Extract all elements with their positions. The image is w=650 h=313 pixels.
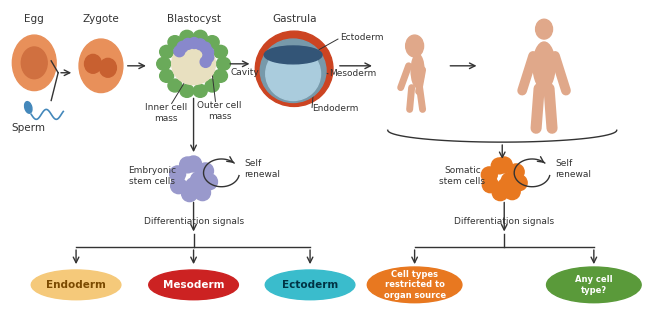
Ellipse shape bbox=[84, 54, 101, 73]
Ellipse shape bbox=[186, 156, 202, 172]
Ellipse shape bbox=[200, 42, 211, 53]
Ellipse shape bbox=[198, 163, 213, 179]
Text: Inner cell
mass: Inner cell mass bbox=[144, 104, 187, 123]
Ellipse shape bbox=[193, 85, 207, 97]
Text: Sperm: Sperm bbox=[11, 123, 46, 133]
Ellipse shape bbox=[547, 267, 641, 303]
Ellipse shape bbox=[255, 31, 333, 106]
Ellipse shape bbox=[501, 173, 517, 189]
Ellipse shape bbox=[367, 267, 462, 303]
Text: Self
renewal: Self renewal bbox=[244, 159, 280, 179]
Ellipse shape bbox=[186, 178, 202, 194]
Ellipse shape bbox=[168, 36, 182, 49]
Ellipse shape bbox=[492, 185, 508, 201]
Ellipse shape bbox=[194, 185, 211, 201]
Ellipse shape bbox=[179, 157, 196, 173]
Text: Mesoderm: Mesoderm bbox=[329, 69, 376, 78]
Ellipse shape bbox=[508, 164, 524, 180]
Ellipse shape bbox=[31, 270, 121, 300]
Ellipse shape bbox=[170, 166, 186, 182]
Ellipse shape bbox=[160, 69, 174, 82]
Ellipse shape bbox=[203, 47, 214, 58]
Text: Ectoderm: Ectoderm bbox=[282, 280, 338, 290]
Ellipse shape bbox=[193, 30, 207, 43]
Ellipse shape bbox=[406, 35, 424, 57]
Ellipse shape bbox=[213, 69, 228, 82]
Text: Embryonic
stem cells: Embryonic stem cells bbox=[127, 166, 176, 186]
Ellipse shape bbox=[25, 102, 32, 113]
Ellipse shape bbox=[202, 174, 218, 190]
Ellipse shape bbox=[411, 54, 424, 88]
Ellipse shape bbox=[171, 178, 187, 194]
Ellipse shape bbox=[496, 157, 512, 173]
Ellipse shape bbox=[205, 36, 219, 49]
Ellipse shape bbox=[180, 85, 194, 97]
Ellipse shape bbox=[511, 175, 527, 191]
Text: Blastocyst: Blastocyst bbox=[166, 14, 220, 24]
Text: Cell types
restricted to
organ source: Cell types restricted to organ source bbox=[384, 270, 446, 300]
Ellipse shape bbox=[99, 59, 116, 77]
Ellipse shape bbox=[188, 38, 200, 49]
Ellipse shape bbox=[536, 19, 552, 39]
Ellipse shape bbox=[203, 52, 214, 63]
Ellipse shape bbox=[504, 184, 520, 200]
Ellipse shape bbox=[190, 172, 207, 188]
Ellipse shape bbox=[160, 45, 174, 58]
Text: Somatic
stem cells: Somatic stem cells bbox=[439, 166, 486, 186]
Text: Ectoderm: Ectoderm bbox=[340, 33, 383, 42]
Text: Mesoderm: Mesoderm bbox=[162, 280, 224, 290]
Ellipse shape bbox=[180, 30, 194, 43]
Ellipse shape bbox=[21, 47, 47, 79]
Text: Cavity: Cavity bbox=[230, 68, 259, 77]
Ellipse shape bbox=[12, 35, 56, 90]
Ellipse shape bbox=[265, 270, 355, 300]
Text: Differentiation signals: Differentiation signals bbox=[454, 217, 554, 226]
Ellipse shape bbox=[181, 186, 198, 202]
Ellipse shape bbox=[266, 47, 320, 100]
Ellipse shape bbox=[482, 177, 499, 193]
Ellipse shape bbox=[216, 57, 230, 70]
Ellipse shape bbox=[168, 79, 182, 92]
Text: Any cell
type?: Any cell type? bbox=[575, 275, 613, 295]
Text: Self
renewal: Self renewal bbox=[555, 159, 591, 179]
Ellipse shape bbox=[491, 158, 507, 174]
Text: Egg: Egg bbox=[24, 14, 44, 24]
Ellipse shape bbox=[183, 38, 193, 49]
Ellipse shape bbox=[213, 45, 228, 58]
Ellipse shape bbox=[157, 57, 171, 70]
Text: Differentiation signals: Differentiation signals bbox=[144, 217, 244, 226]
Text: Gastrula: Gastrula bbox=[272, 14, 317, 24]
Ellipse shape bbox=[79, 39, 123, 93]
Ellipse shape bbox=[533, 42, 555, 90]
Ellipse shape bbox=[149, 270, 239, 300]
Ellipse shape bbox=[265, 46, 322, 64]
Ellipse shape bbox=[195, 39, 206, 50]
Text: Endoderm: Endoderm bbox=[312, 104, 358, 113]
Ellipse shape bbox=[174, 46, 185, 57]
Ellipse shape bbox=[482, 167, 497, 183]
Ellipse shape bbox=[200, 56, 211, 67]
Ellipse shape bbox=[172, 43, 215, 85]
Text: Outer cell
mass: Outer cell mass bbox=[197, 101, 242, 121]
Text: Zygote: Zygote bbox=[83, 14, 120, 24]
Ellipse shape bbox=[497, 179, 514, 195]
Ellipse shape bbox=[177, 41, 188, 52]
Ellipse shape bbox=[260, 39, 326, 102]
Text: Endoderm: Endoderm bbox=[46, 280, 106, 290]
Ellipse shape bbox=[205, 79, 219, 92]
